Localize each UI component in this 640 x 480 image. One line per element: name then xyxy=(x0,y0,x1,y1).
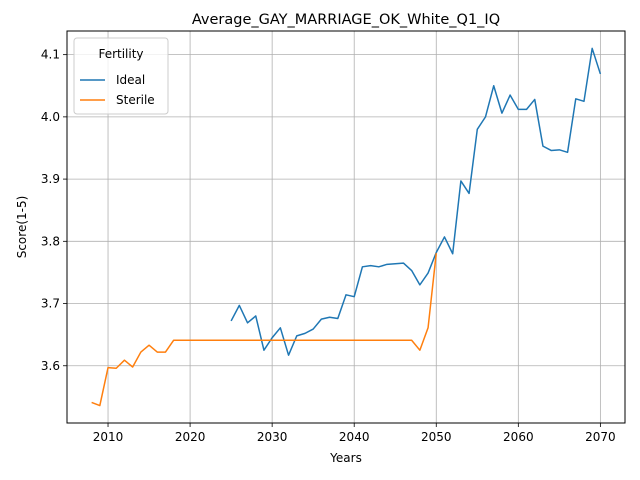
y-axis-ticks: 3.6 3.7 3.8 3.9 4.0 4.1 xyxy=(41,48,67,373)
y-tick-label: 3.8 xyxy=(41,234,60,248)
y-tick-label: 3.6 xyxy=(41,359,60,373)
legend-label-sterile: Sterile xyxy=(116,93,155,107)
series-line-ideal xyxy=(231,48,600,355)
x-axis-ticks: 2010 2020 2030 2040 2050 2060 2070 xyxy=(93,423,616,444)
series-line-sterile xyxy=(92,253,437,405)
legend-title: Fertility xyxy=(98,47,143,61)
legend: Fertility Ideal Sterile xyxy=(74,38,168,114)
x-tick-label: 2040 xyxy=(339,430,370,444)
x-tick-label: 2010 xyxy=(93,430,124,444)
y-tick-label: 3.9 xyxy=(41,172,60,186)
x-tick-label: 2070 xyxy=(585,430,616,444)
y-tick-label: 3.7 xyxy=(41,297,60,311)
y-tick-label: 4.1 xyxy=(41,48,60,62)
legend-label-ideal: Ideal xyxy=(116,73,145,87)
y-tick-label: 4.0 xyxy=(41,110,60,124)
x-axis-label: Years xyxy=(329,451,362,465)
y-axis-label: Score(1-5) xyxy=(15,196,29,259)
x-tick-label: 2020 xyxy=(175,430,206,444)
x-tick-label: 2060 xyxy=(503,430,534,444)
x-tick-label: 2030 xyxy=(257,430,288,444)
chart-title: Average_GAY_MARRIAGE_OK_White_Q1_IQ xyxy=(192,12,500,28)
x-tick-label: 2050 xyxy=(421,430,452,444)
